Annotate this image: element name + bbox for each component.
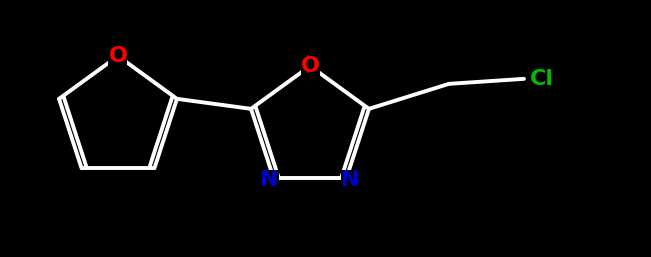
Text: N: N (341, 170, 360, 190)
Text: Cl: Cl (530, 69, 554, 89)
Text: N: N (260, 170, 279, 190)
Text: O: O (301, 56, 320, 76)
Text: O: O (109, 46, 128, 66)
